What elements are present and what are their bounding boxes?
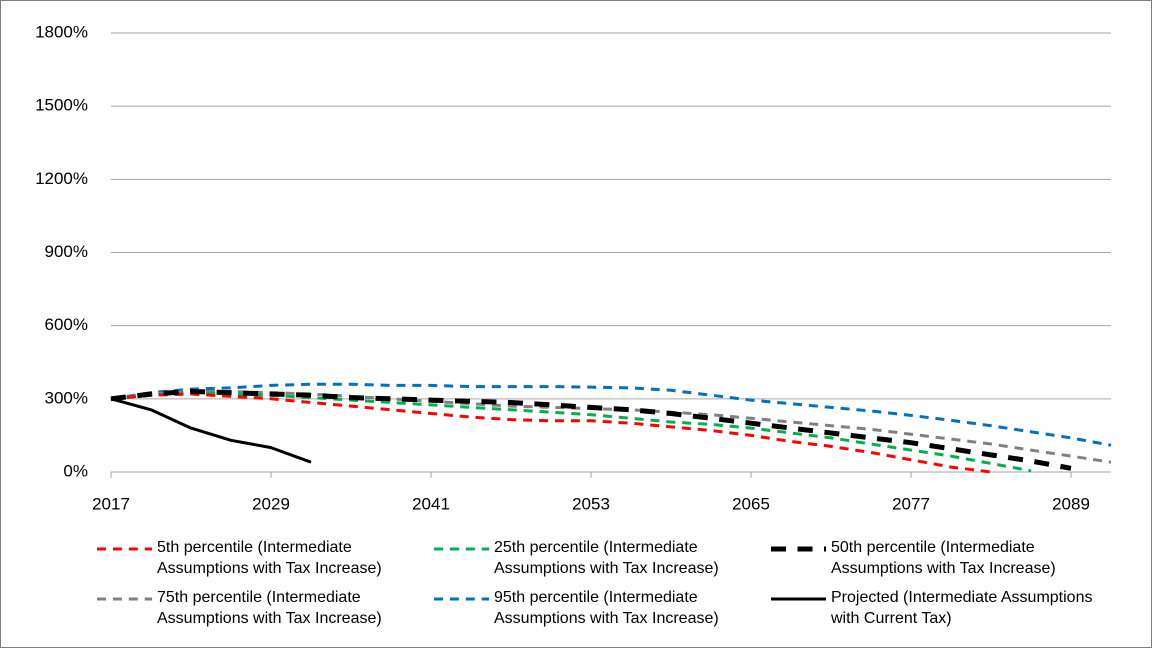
y-tick-label: 0% xyxy=(63,461,88,480)
legend-swatch-box xyxy=(434,547,489,551)
legend-label: 95th percentile (Intermediate Assumption… xyxy=(494,589,719,627)
legend-swatch-box xyxy=(771,597,826,601)
y-tick-label: 1500% xyxy=(35,96,88,115)
legend-swatch-box xyxy=(97,547,152,551)
legend-label: 75th percentile (Intermediate Assumption… xyxy=(157,589,382,627)
legend-label: Projected (Intermediate Assumptions with… xyxy=(831,589,1093,627)
x-tick-label: 2041 xyxy=(412,494,450,513)
legend-label: 5th percentile (Intermediate Assumptions… xyxy=(157,539,382,577)
y-tick-label: 1800% xyxy=(35,22,88,41)
legend-item: 50th percentile (Intermediate Assumption… xyxy=(771,537,1101,585)
series-line xyxy=(110,382,1112,447)
series-line xyxy=(110,389,1072,471)
x-tick-label: 2053 xyxy=(572,494,610,513)
y-tick-label: 1200% xyxy=(35,169,88,188)
legend-label: 50th percentile (Intermediate Assumption… xyxy=(831,539,1056,577)
y-tick-label: 900% xyxy=(45,242,88,261)
x-tick-label: 2029 xyxy=(252,494,290,513)
series-line xyxy=(110,392,992,474)
legend-item: 95th percentile (Intermediate Assumption… xyxy=(434,587,764,635)
series-line xyxy=(110,397,312,464)
x-tick-label: 2089 xyxy=(1052,494,1090,513)
legend-item: Projected (Intermediate Assumptions with… xyxy=(771,587,1101,635)
legend-swatch-box xyxy=(97,597,152,601)
series-line xyxy=(110,391,1032,473)
legend-label: 25th percentile (Intermediate Assumption… xyxy=(494,539,719,577)
legend-swatch-box xyxy=(771,546,826,552)
x-tick-label: 2065 xyxy=(732,494,770,513)
legend-item: 5th percentile (Intermediate Assumptions… xyxy=(97,537,427,585)
x-tick-label: 2017 xyxy=(92,494,130,513)
legend-item: 25th percentile (Intermediate Assumption… xyxy=(434,537,764,585)
legend-item: 75th percentile (Intermediate Assumption… xyxy=(97,587,427,635)
y-tick-label: 600% xyxy=(45,315,88,334)
legend-swatch-box xyxy=(434,597,489,601)
x-tick-label: 2077 xyxy=(892,494,930,513)
y-tick-label: 300% xyxy=(45,388,88,407)
